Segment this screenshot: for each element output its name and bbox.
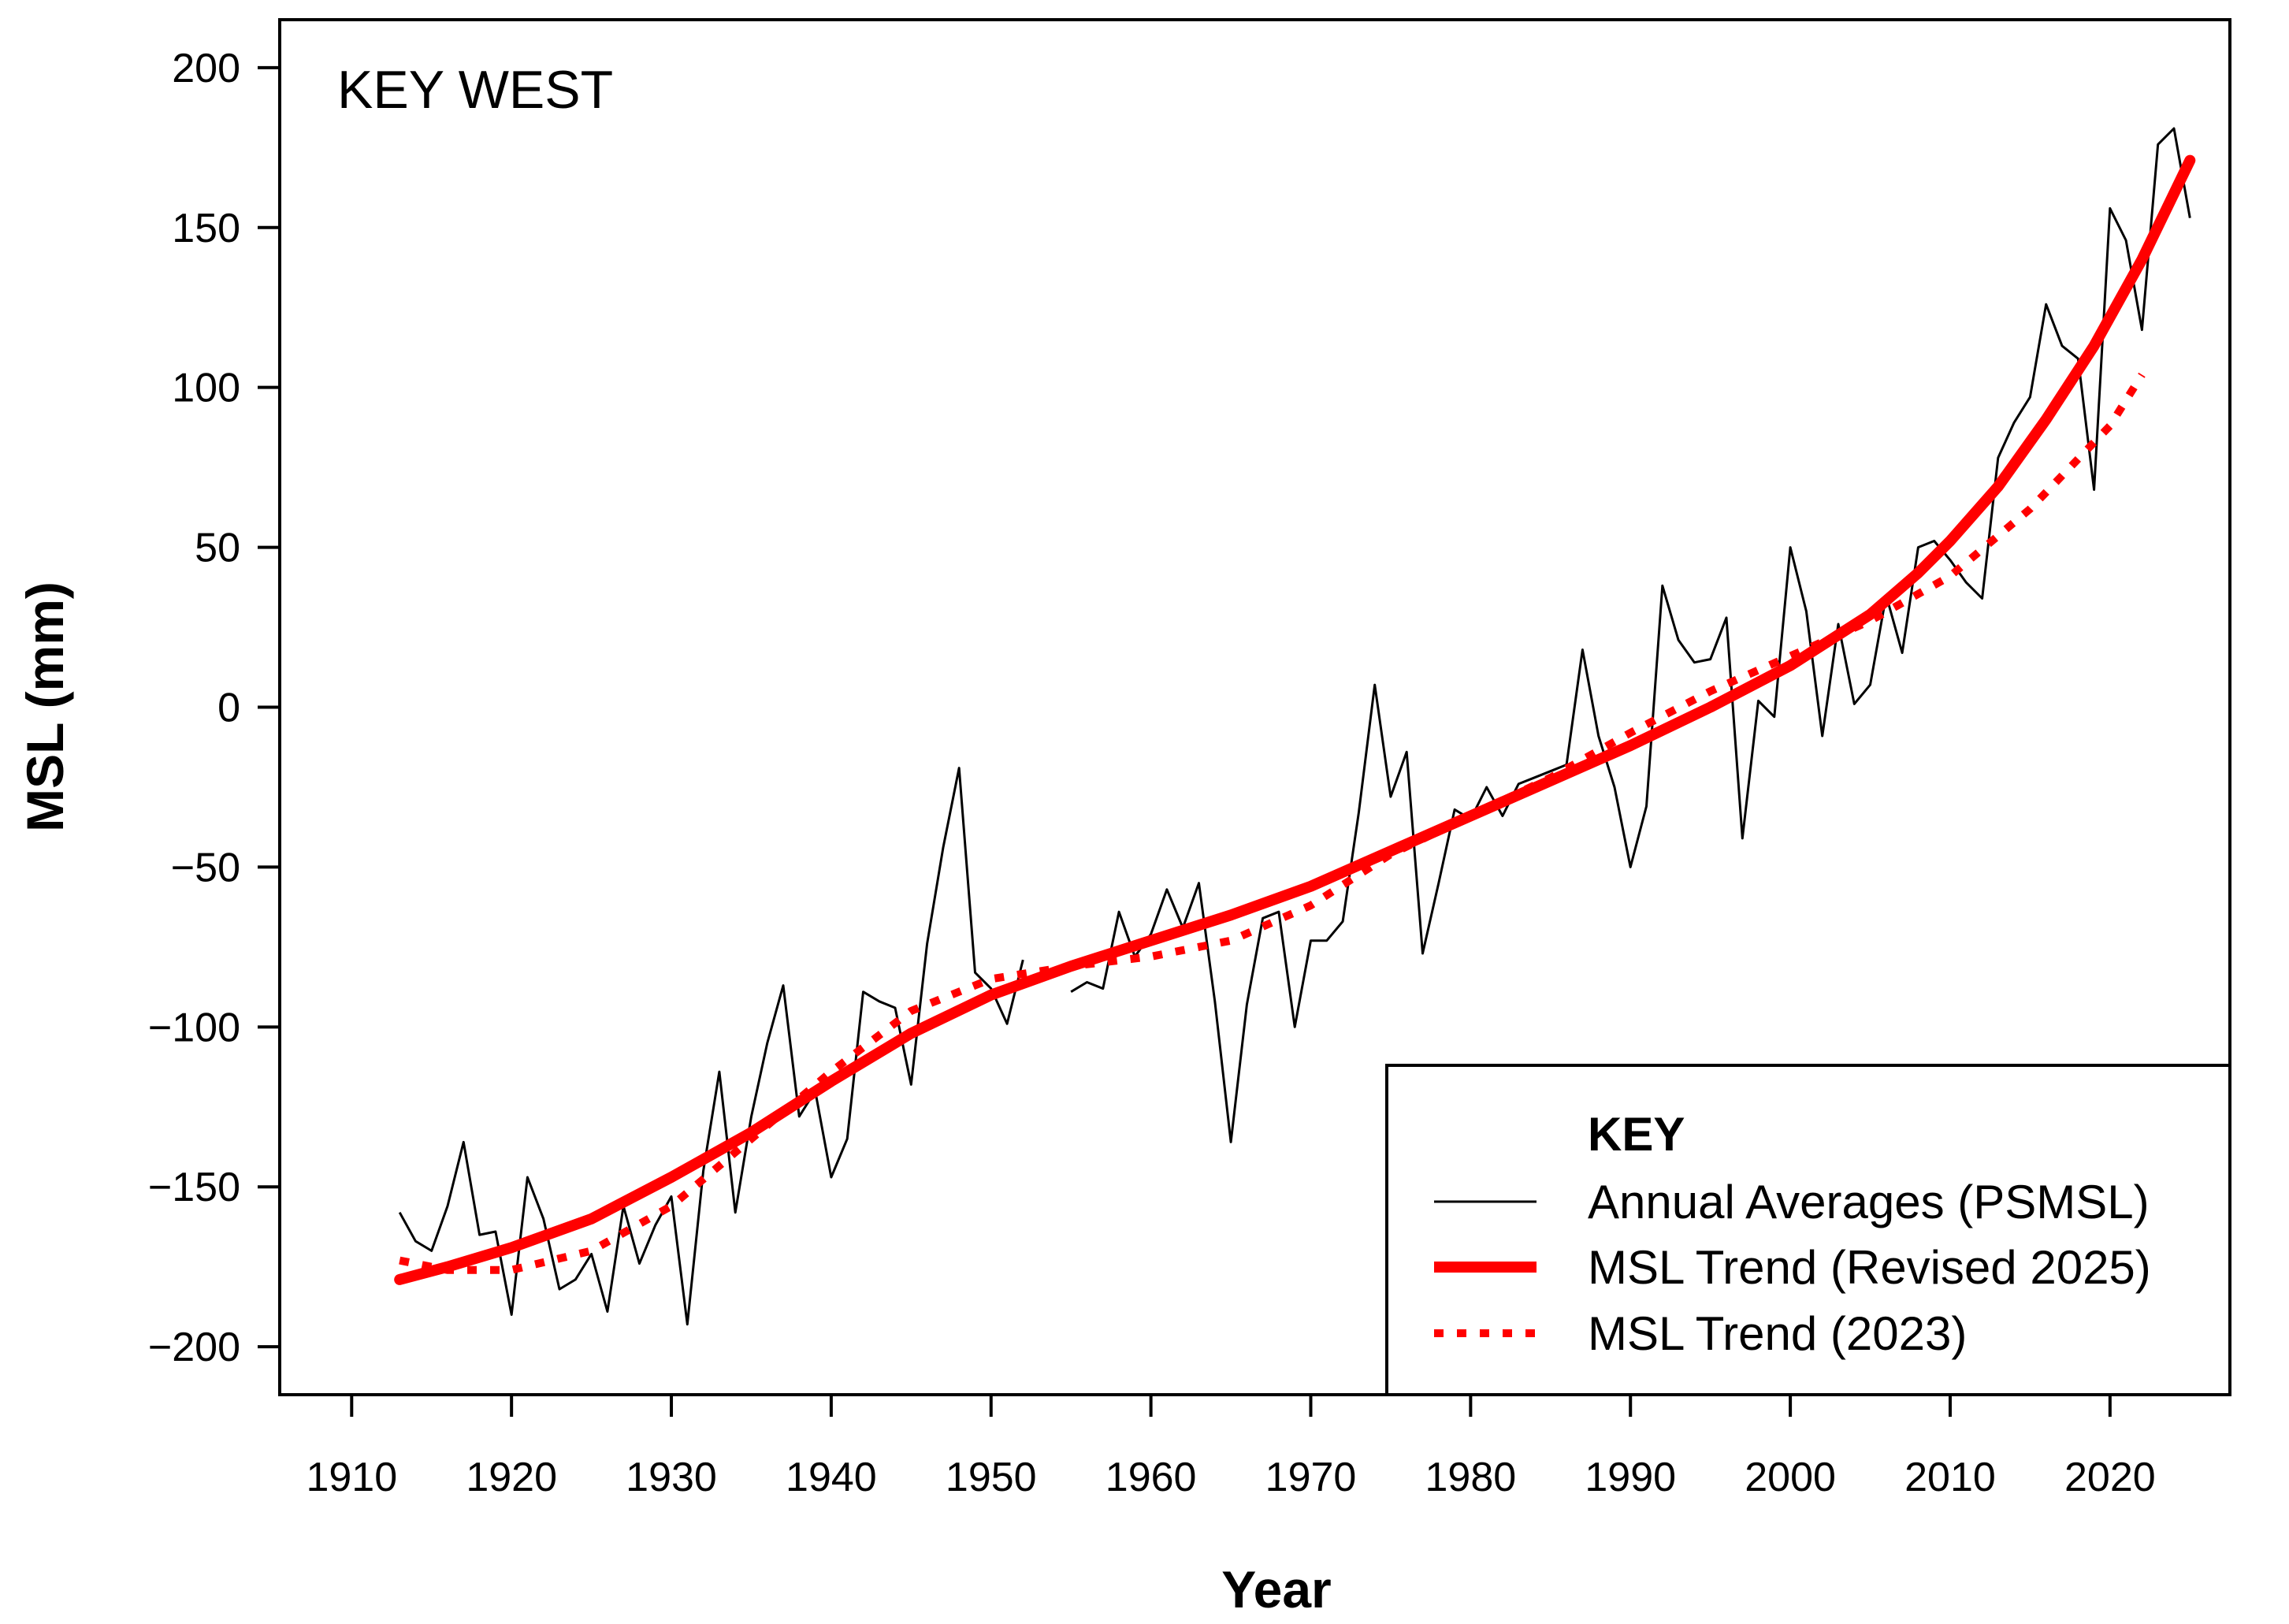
trend-2023-line — [399, 372, 2146, 1274]
y-axis-title: MSL (mm) — [16, 582, 74, 832]
x-tick-label: 1940 — [786, 1455, 877, 1500]
annual-averages-series — [398, 127, 2191, 1326]
x-tick-label: 1950 — [946, 1455, 1037, 1500]
x-tick-label: 2000 — [1745, 1455, 1836, 1500]
legend-title: KEY — [1588, 1108, 1685, 1161]
x-tick-label: 1910 — [306, 1455, 397, 1500]
chart-title: KEY WEST — [337, 60, 613, 120]
trend-2025-series — [394, 154, 2196, 1285]
y-tick-label: −50 — [171, 845, 240, 890]
x-tick-label: 1930 — [626, 1455, 717, 1500]
y-axis: 200 150 100 50 0 −50 −100 −150 −200 — [148, 46, 280, 1370]
y-tick-label: 100 — [172, 366, 240, 411]
legend-label-trend-2025: MSL Trend (Revised 2025) — [1588, 1241, 2151, 1294]
y-tick-label: 0 — [217, 686, 240, 731]
y-tick-label: 50 — [195, 526, 240, 571]
x-tick-label: 2010 — [1904, 1455, 1996, 1500]
legend: KEY Annual Averages (PSMSL) MSL Trend (R… — [1385, 1064, 2231, 1396]
y-tick-label: 150 — [172, 206, 240, 251]
legend-box — [1385, 1064, 2231, 1396]
annual-averages-line — [1070, 127, 2191, 1143]
annual-averages-line — [398, 767, 1024, 1326]
y-tick-label: −100 — [148, 1005, 240, 1050]
x-tick-label: 1980 — [1425, 1455, 1517, 1500]
y-tick-label: −150 — [148, 1165, 240, 1210]
trend-2023-series — [399, 372, 2146, 1274]
y-tick-label: −200 — [148, 1325, 240, 1370]
x-tick-label: 2020 — [2064, 1455, 2156, 1500]
x-tick-label: 1960 — [1105, 1455, 1197, 1500]
trend-2025-line — [394, 154, 2196, 1285]
legend-label-trend-2023: MSL Trend (2023) — [1588, 1307, 1967, 1360]
x-tick-label: 1990 — [1585, 1455, 1676, 1500]
x-axis: 1910 1920 1930 1940 1950 1960 1970 1980 1990 2000… — [306, 1395, 2156, 1500]
x-tick-label: 1920 — [466, 1455, 557, 1500]
legend-label-annual: Annual Averages (PSMSL) — [1588, 1176, 2150, 1228]
y-tick-label: 200 — [172, 46, 240, 91]
x-tick-label: 1970 — [1265, 1455, 1357, 1500]
x-axis-title: Year — [1221, 1560, 1331, 1618]
